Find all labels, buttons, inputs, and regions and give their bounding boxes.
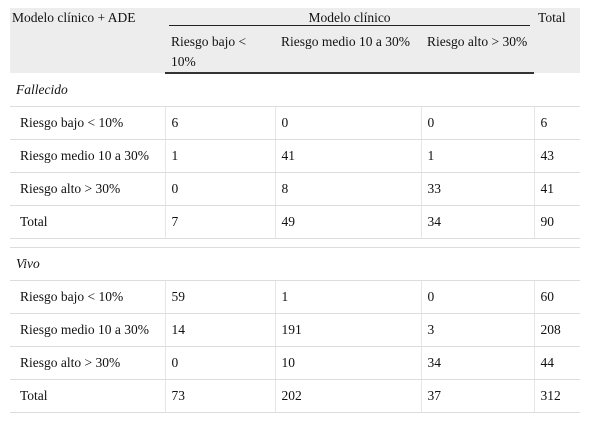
cell-high: 33: [421, 172, 535, 206]
group-spacer: [10, 238, 581, 248]
table-row: Riesgo bajo < 10% 6 0 0 6: [10, 106, 581, 140]
sub-header-low: Riesgo bajo < 10%: [165, 28, 275, 74]
row-label-text: Riesgo bajo < 10%: [20, 115, 124, 130]
total-header: Total: [534, 8, 581, 73]
cell-medium: 191: [275, 313, 422, 347]
cell-high: 1: [421, 139, 535, 173]
row-label: Riesgo alto > 30%: [10, 172, 166, 206]
row-label-text: Total: [20, 214, 48, 229]
corner-header: Modelo clínico + ADE: [10, 8, 165, 73]
cell-medium: 8: [275, 172, 422, 206]
cell-high: 34: [421, 346, 535, 380]
cell-low: 73: [165, 379, 276, 413]
cell-low: 1: [165, 139, 276, 173]
cell-high: 34: [421, 205, 535, 239]
row-label-text: Riesgo alto > 30%: [20, 181, 121, 196]
spacer-cell: [10, 238, 581, 248]
cell-total: 60: [534, 280, 581, 314]
table-row: Riesgo medio 10 a 30% 1 41 1 43: [10, 139, 581, 173]
row-label: Riesgo alto > 30%: [10, 346, 166, 380]
row-label-text: Riesgo alto > 30%: [20, 355, 121, 370]
cell-medium: 10: [275, 346, 422, 380]
table-row: Riesgo bajo < 10% 59 1 0 60: [10, 280, 581, 314]
header-row-top: Modelo clínico + ADE Modelo clínico Tota…: [10, 8, 581, 73]
cell-medium: 49: [275, 205, 422, 239]
cell-low: 0: [165, 172, 276, 206]
cell-high: 3: [421, 313, 535, 347]
cell-high: 0: [421, 106, 535, 140]
group-label: Fallecido: [10, 73, 581, 107]
row-label-text: Riesgo medio 10 a 30%: [20, 322, 149, 337]
header-row-sub: Riesgo bajo < 10% Riesgo medio 10 a 30% …: [10, 28, 580, 74]
row-label: Total: [10, 379, 166, 413]
table-row-total: Total 7 49 34 90: [10, 205, 581, 239]
row-label: Total: [10, 205, 166, 239]
row-label-text: Riesgo medio 10 a 30%: [20, 148, 149, 163]
cell-total: 6: [534, 106, 581, 140]
sub-header-high: Riesgo alto > 30%: [421, 28, 535, 74]
table-row: Riesgo medio 10 a 30% 14 191 3 208: [10, 313, 581, 347]
table-body: Fallecido Riesgo bajo < 10% 6 0 0 6 Ries…: [10, 73, 581, 413]
cell-total: 90: [534, 205, 581, 239]
row-label: Riesgo bajo < 10%: [10, 106, 166, 140]
span-header-rule: [169, 25, 531, 26]
row-label-text: Riesgo bajo < 10%: [20, 289, 124, 304]
cell-low: 7: [165, 205, 276, 239]
cell-medium: 1: [275, 280, 422, 314]
cell-medium: 0: [275, 106, 422, 140]
cell-high: 0: [421, 280, 535, 314]
sub-header-medium: Riesgo medio 10 a 30%: [275, 28, 421, 74]
cell-medium: 41: [275, 139, 422, 173]
group-row-fallecido: Fallecido: [10, 73, 581, 107]
cell-total: 312: [534, 379, 581, 413]
contingency-table: Modelo clínico + ADE Modelo clínico Tota…: [10, 8, 581, 413]
cell-total: 43: [534, 139, 581, 173]
row-label: Riesgo medio 10 a 30%: [10, 139, 166, 173]
cell-low: 0: [165, 346, 276, 380]
row-label: Riesgo medio 10 a 30%: [10, 313, 166, 347]
span-header-label: Modelo clínico: [308, 10, 391, 25]
cell-high: 37: [421, 379, 535, 413]
cell-low: 59: [165, 280, 276, 314]
row-label-text: Total: [20, 388, 48, 403]
table-row: Riesgo alto > 30% 0 10 34 44: [10, 346, 581, 380]
cell-medium: 202: [275, 379, 422, 413]
group-row-vivo: Vivo: [10, 247, 581, 281]
cell-low: 14: [165, 313, 276, 347]
cell-low: 6: [165, 106, 276, 140]
table-row: Riesgo alto > 30% 0 8 33 41: [10, 172, 581, 206]
table-header: Modelo clínico + ADE Modelo clínico Tota…: [10, 8, 581, 74]
row-label: Riesgo bajo < 10%: [10, 280, 166, 314]
group-label: Vivo: [10, 247, 581, 281]
cell-total: 41: [534, 172, 581, 206]
cell-total: 208: [534, 313, 581, 347]
span-header: Modelo clínico: [165, 8, 535, 28]
cell-total: 44: [534, 346, 581, 380]
table-row-total: Total 73 202 37 312: [10, 379, 581, 413]
